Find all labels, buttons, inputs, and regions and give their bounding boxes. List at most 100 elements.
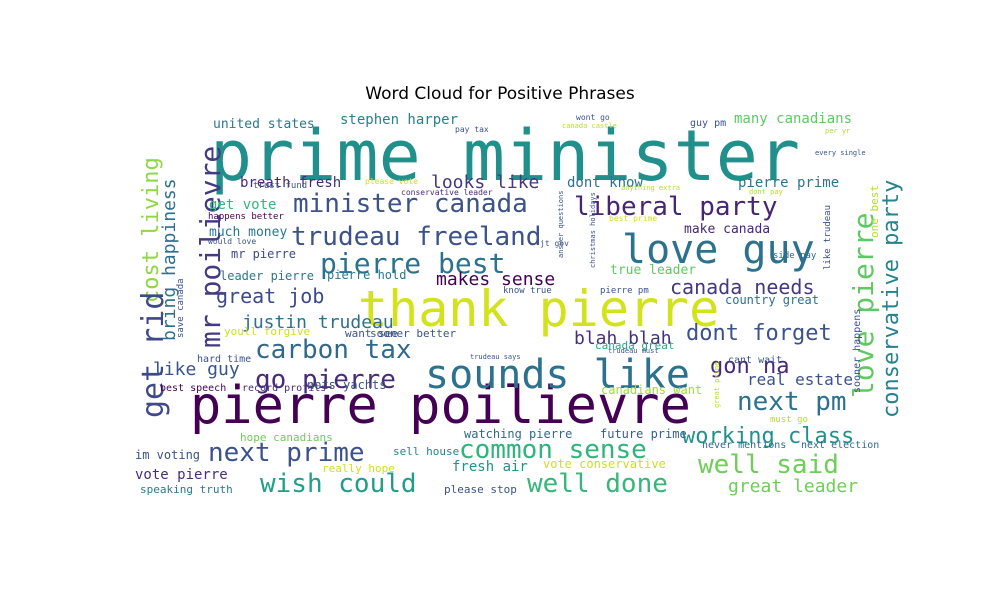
word-liberal-party: liberal party [574,192,778,222]
word-speaking-truth: speaking truth [140,483,233,496]
word-fresh-air: fresh air [452,459,528,475]
word-side-pay: side pay [773,251,817,261]
word-pierre-hold: pierre hold [327,268,406,282]
word-sooner-happens: sooner happens [852,309,863,393]
word-great-job: great job [216,284,324,308]
word-go-pierre: go pierre [255,365,396,395]
word-cant-wait: cant wait [728,355,782,366]
word-next-pm: next pm [737,387,847,417]
word-sounds-like: sounds like [425,352,690,398]
word-pay-tax: pay tax [455,125,489,134]
word-cloud: prime minister pierre poilievre thank pier… [135,111,903,499]
word-prime-minister: prime minister [210,115,800,197]
word-make-canada: make canada [684,222,770,237]
word-dont-forget: dont forget [686,321,832,346]
word-hope-canadians: hope canadians [240,431,333,444]
word-conservative-leader: conservative leader [401,188,493,197]
word-anything-extra: anything extra [621,184,680,192]
word-leader-pierre: leader pierre [220,269,314,283]
word-trudeau-must: trudeau must [608,347,659,355]
word-country-great: country great [725,293,819,307]
word-great-leader: great leader [728,476,858,497]
word-sell-house: sell house [393,445,459,458]
word-jt-gov: jt gov [540,239,569,248]
word-want-see: want see [345,327,398,340]
word-well-done: well done [527,469,668,499]
word-canadians-want: canadians want [601,383,702,397]
word-pierre-best: pierre best [320,247,505,280]
word-thank-pierre: thank pierre [358,280,719,338]
word-best-prime: best prime [609,214,657,223]
word-christmas-holidays: christmas holidays [589,192,597,268]
word-every-single: every single [815,149,866,157]
word-really-hope: really hope [322,462,395,475]
word-happens-better: happens better [208,212,284,222]
word-know-true: know true [503,286,552,296]
word-trust-fund: trust fund [253,181,307,191]
word-vote-conservative: vote conservative [543,457,666,471]
word-mr-poilievre: mr poilievre [194,146,227,348]
word-blah-blah: blah blah [574,328,672,349]
word-pierre-prime: pierre prime [738,175,839,191]
word-wont-go: wont go [576,113,610,122]
word-must-go: must go [770,415,808,425]
word-breath-fresh: breath fresh [240,175,341,191]
word-im-voting: im voting [135,448,200,462]
word-canada-great: canada great [595,339,674,352]
word-much-money: much money [209,225,287,240]
word-please-stop: please stop [444,483,517,496]
word-justin-trudeau: justin trudeau [242,312,394,333]
word-youll-forgive: youll forgive [224,325,310,338]
word-trudeau-says: trudeau says [470,353,521,361]
word-cost-living: cost living [139,157,164,303]
word-future-prime: future prime [600,427,687,441]
word-like-guy: like guy [153,359,240,380]
word-canada-needs: canada needs [670,275,815,299]
word-many-canadians: many canadians [734,111,852,127]
word-please-vote: please vote [365,177,418,186]
word-wish-could: wish could [260,469,417,499]
word-real-estate: real estate [747,370,853,389]
word-love-pierre: love pierre [847,213,880,398]
word-makes-sense: makes sense [436,269,555,290]
chart-title: Word Cloud for Positive Phrases [365,84,635,104]
word-next-election: next election [801,440,879,451]
word-vote-pierre: vote pierre [135,467,228,483]
word-per-yr: per yr [825,127,850,135]
word-well-said: well said [698,450,839,480]
word-working-class: working class [682,424,854,449]
word-next-prime: next prime [208,438,365,468]
word-true-leader: true leader [610,263,696,278]
word-common-sense: common sense [459,435,647,465]
word-nots-yachts: nots yachts [307,378,386,392]
word-like-trudeau: like trudeau [823,205,833,270]
word-would-love: would love [208,237,256,246]
word-hard-time: hard time [197,354,251,365]
word-sooner-better: sooner better [370,327,456,340]
word-canada-castle: canada castle [562,122,617,130]
word-gon-na: gon na [710,354,789,379]
word-minister-canada: minister canada [293,189,528,219]
word-record-profits: record profits [242,383,326,394]
word-stephen-harper: stephen harper [340,112,458,128]
word-watching-pierre: watching pierre [464,427,572,441]
word-trudeau-freeland: trudeau freeland [291,222,541,252]
word-get-vote: get vote [209,197,276,213]
word-great-prime: great prime [713,362,721,408]
word-one-best: one best [868,185,881,238]
word-united-states: united states [213,117,315,132]
word-mr-pierre: mr pierre [231,247,296,261]
word-never-mentions: never mentions [702,440,786,451]
word-carbon-tax: carbon tax [255,335,412,365]
word-dont-pay: dont pay [749,188,783,196]
word-looks-like: looks like [431,172,539,193]
word-get-rid: get rid [136,292,171,418]
word-answer-questions: answer questions [557,191,565,258]
word-save-canada: save canada [176,278,186,338]
word-dont-know: dont know [567,175,643,191]
word-guy-pm: guy pm [690,118,726,129]
word-best-speech: best speech [160,383,226,394]
word-bring-happiness: bring happiness [159,178,180,341]
word-pierre-poilievre: pierre poilievre [190,376,691,436]
